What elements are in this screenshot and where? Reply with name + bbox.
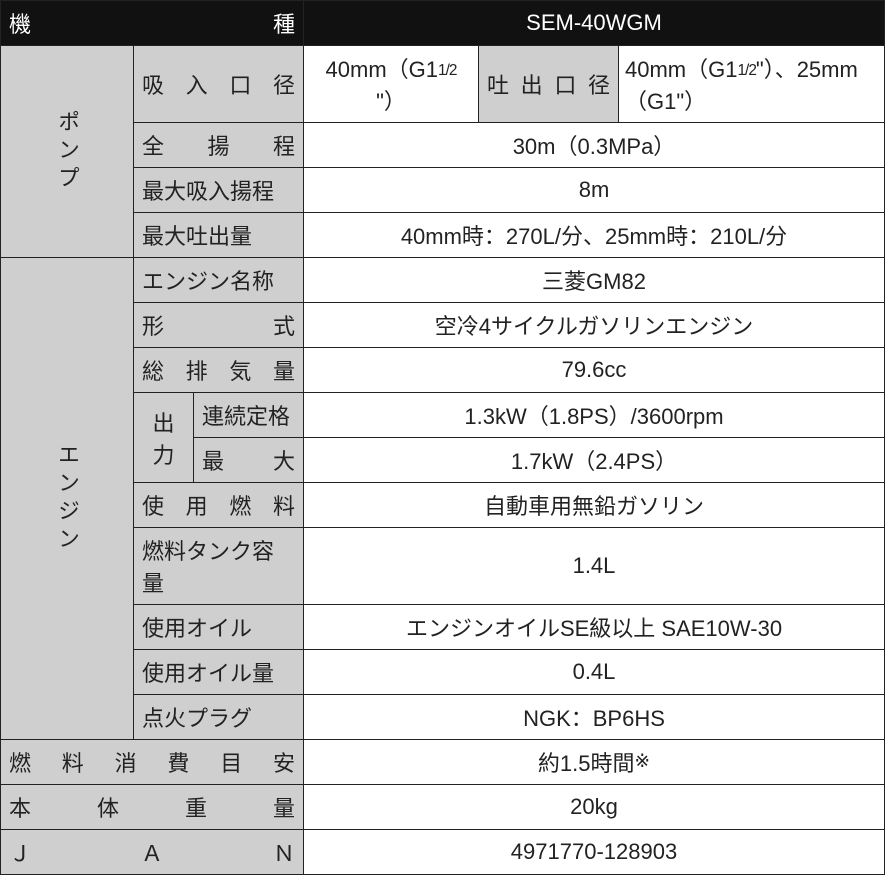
max-suction-value: 8m xyxy=(304,168,885,213)
discharge-label: 吐出口径 xyxy=(479,46,619,123)
output-cont-label: 連続定格 xyxy=(194,393,304,438)
total-head-value: 30m（0.3MPa） xyxy=(304,123,885,168)
output-cont-value: 1.3kW（1.8PS）/3600rpm xyxy=(304,393,885,438)
spec-table: 機種 SEM-40WGM ポンプ 吸入口径 40mm（G11/2"） 吐出口径 … xyxy=(0,0,885,875)
section-engine: エンジン xyxy=(1,258,134,740)
engine-type-value: 空冷4サイクルガソリンエンジン xyxy=(304,303,885,348)
row-displacement: 総排気量 79.6cc xyxy=(1,348,885,393)
header-row: 機種 SEM-40WGM xyxy=(1,1,885,46)
row-oil: 使用オイル エンジンオイルSE級以上 SAE10W-30 xyxy=(1,605,885,650)
output-max-value: 1.7kW（2.4PS） xyxy=(304,438,885,483)
oil-label: 使用オイル xyxy=(134,605,304,650)
oil-qty-label: 使用オイル量 xyxy=(134,650,304,695)
row-max-suction: 最大吸入揚程 8m xyxy=(1,168,885,213)
row-max-discharge: 最大吐出量 40mm時：270L/分、25mm時：210L/分 xyxy=(1,213,885,258)
plug-value: NGK：BP6HS xyxy=(304,695,885,740)
displacement-label: 総排気量 xyxy=(134,348,304,393)
weight-value: 20kg xyxy=(304,785,885,830)
displacement-value: 79.6cc xyxy=(304,348,885,393)
jan-label: ＪＡＮ xyxy=(1,830,304,875)
row-tank: 燃料タンク容量 1.4L xyxy=(1,528,885,605)
row-plug: 点火プラグ NGK：BP6HS xyxy=(1,695,885,740)
tank-value: 1.4L xyxy=(304,528,885,605)
fuel-consumption-value: 約1.5時間※ xyxy=(304,740,885,785)
row-total-head: 全揚程 30m（0.3MPa） xyxy=(1,123,885,168)
plug-label: 点火プラグ xyxy=(134,695,304,740)
fuel-value: 自動車用無鉛ガソリン xyxy=(304,483,885,528)
row-output-cont: 出力 連続定格 1.3kW（1.8PS）/3600rpm xyxy=(1,393,885,438)
row-weight: 本体重量 20kg xyxy=(1,785,885,830)
total-head-label: 全揚程 xyxy=(134,123,304,168)
row-fuel-consumption: 燃料消費目安 約1.5時間※ xyxy=(1,740,885,785)
row-jan: ＪＡＮ 4971770-128903 xyxy=(1,830,885,875)
engine-name-value: 三菱GM82 xyxy=(304,258,885,303)
fuel-label: 使用燃料 xyxy=(134,483,304,528)
section-pump: ポンプ xyxy=(1,46,134,258)
engine-type-label: 形式 xyxy=(134,303,304,348)
max-discharge-label: 最大吐出量 xyxy=(134,213,304,258)
oil-value: エンジンオイルSE級以上 SAE10W-30 xyxy=(304,605,885,650)
row-fuel: 使用燃料 自動車用無鉛ガソリン xyxy=(1,483,885,528)
row-suction: ポンプ 吸入口径 40mm（G11/2"） 吐出口径 40mm（G11/2"）、… xyxy=(1,46,885,123)
fuel-consumption-label: 燃料消費目安 xyxy=(1,740,304,785)
model-value: SEM-40WGM xyxy=(304,1,885,46)
output-max-label: 最大 xyxy=(194,438,304,483)
max-suction-label: 最大吸入揚程 xyxy=(134,168,304,213)
row-engine-type: 形式 空冷4サイクルガソリンエンジン xyxy=(1,303,885,348)
row-engine-name: エンジン エンジン名称 三菱GM82 xyxy=(1,258,885,303)
output-label: 出力 xyxy=(134,393,194,483)
suction-label: 吸入口径 xyxy=(134,46,304,123)
weight-label: 本体重量 xyxy=(1,785,304,830)
max-discharge-value: 40mm時：270L/分、25mm時：210L/分 xyxy=(304,213,885,258)
tank-label: 燃料タンク容量 xyxy=(134,528,304,605)
row-oil-qty: 使用オイル量 0.4L xyxy=(1,650,885,695)
jan-value: 4971770-128903 xyxy=(304,830,885,875)
engine-name-label: エンジン名称 xyxy=(134,258,304,303)
model-label: 機種 xyxy=(1,1,304,46)
discharge-value: 40mm（G11/2"）、25mm（G1"） xyxy=(619,46,885,123)
oil-qty-value: 0.4L xyxy=(304,650,885,695)
suction-value-a: 40mm（G11/2"） xyxy=(304,46,479,123)
